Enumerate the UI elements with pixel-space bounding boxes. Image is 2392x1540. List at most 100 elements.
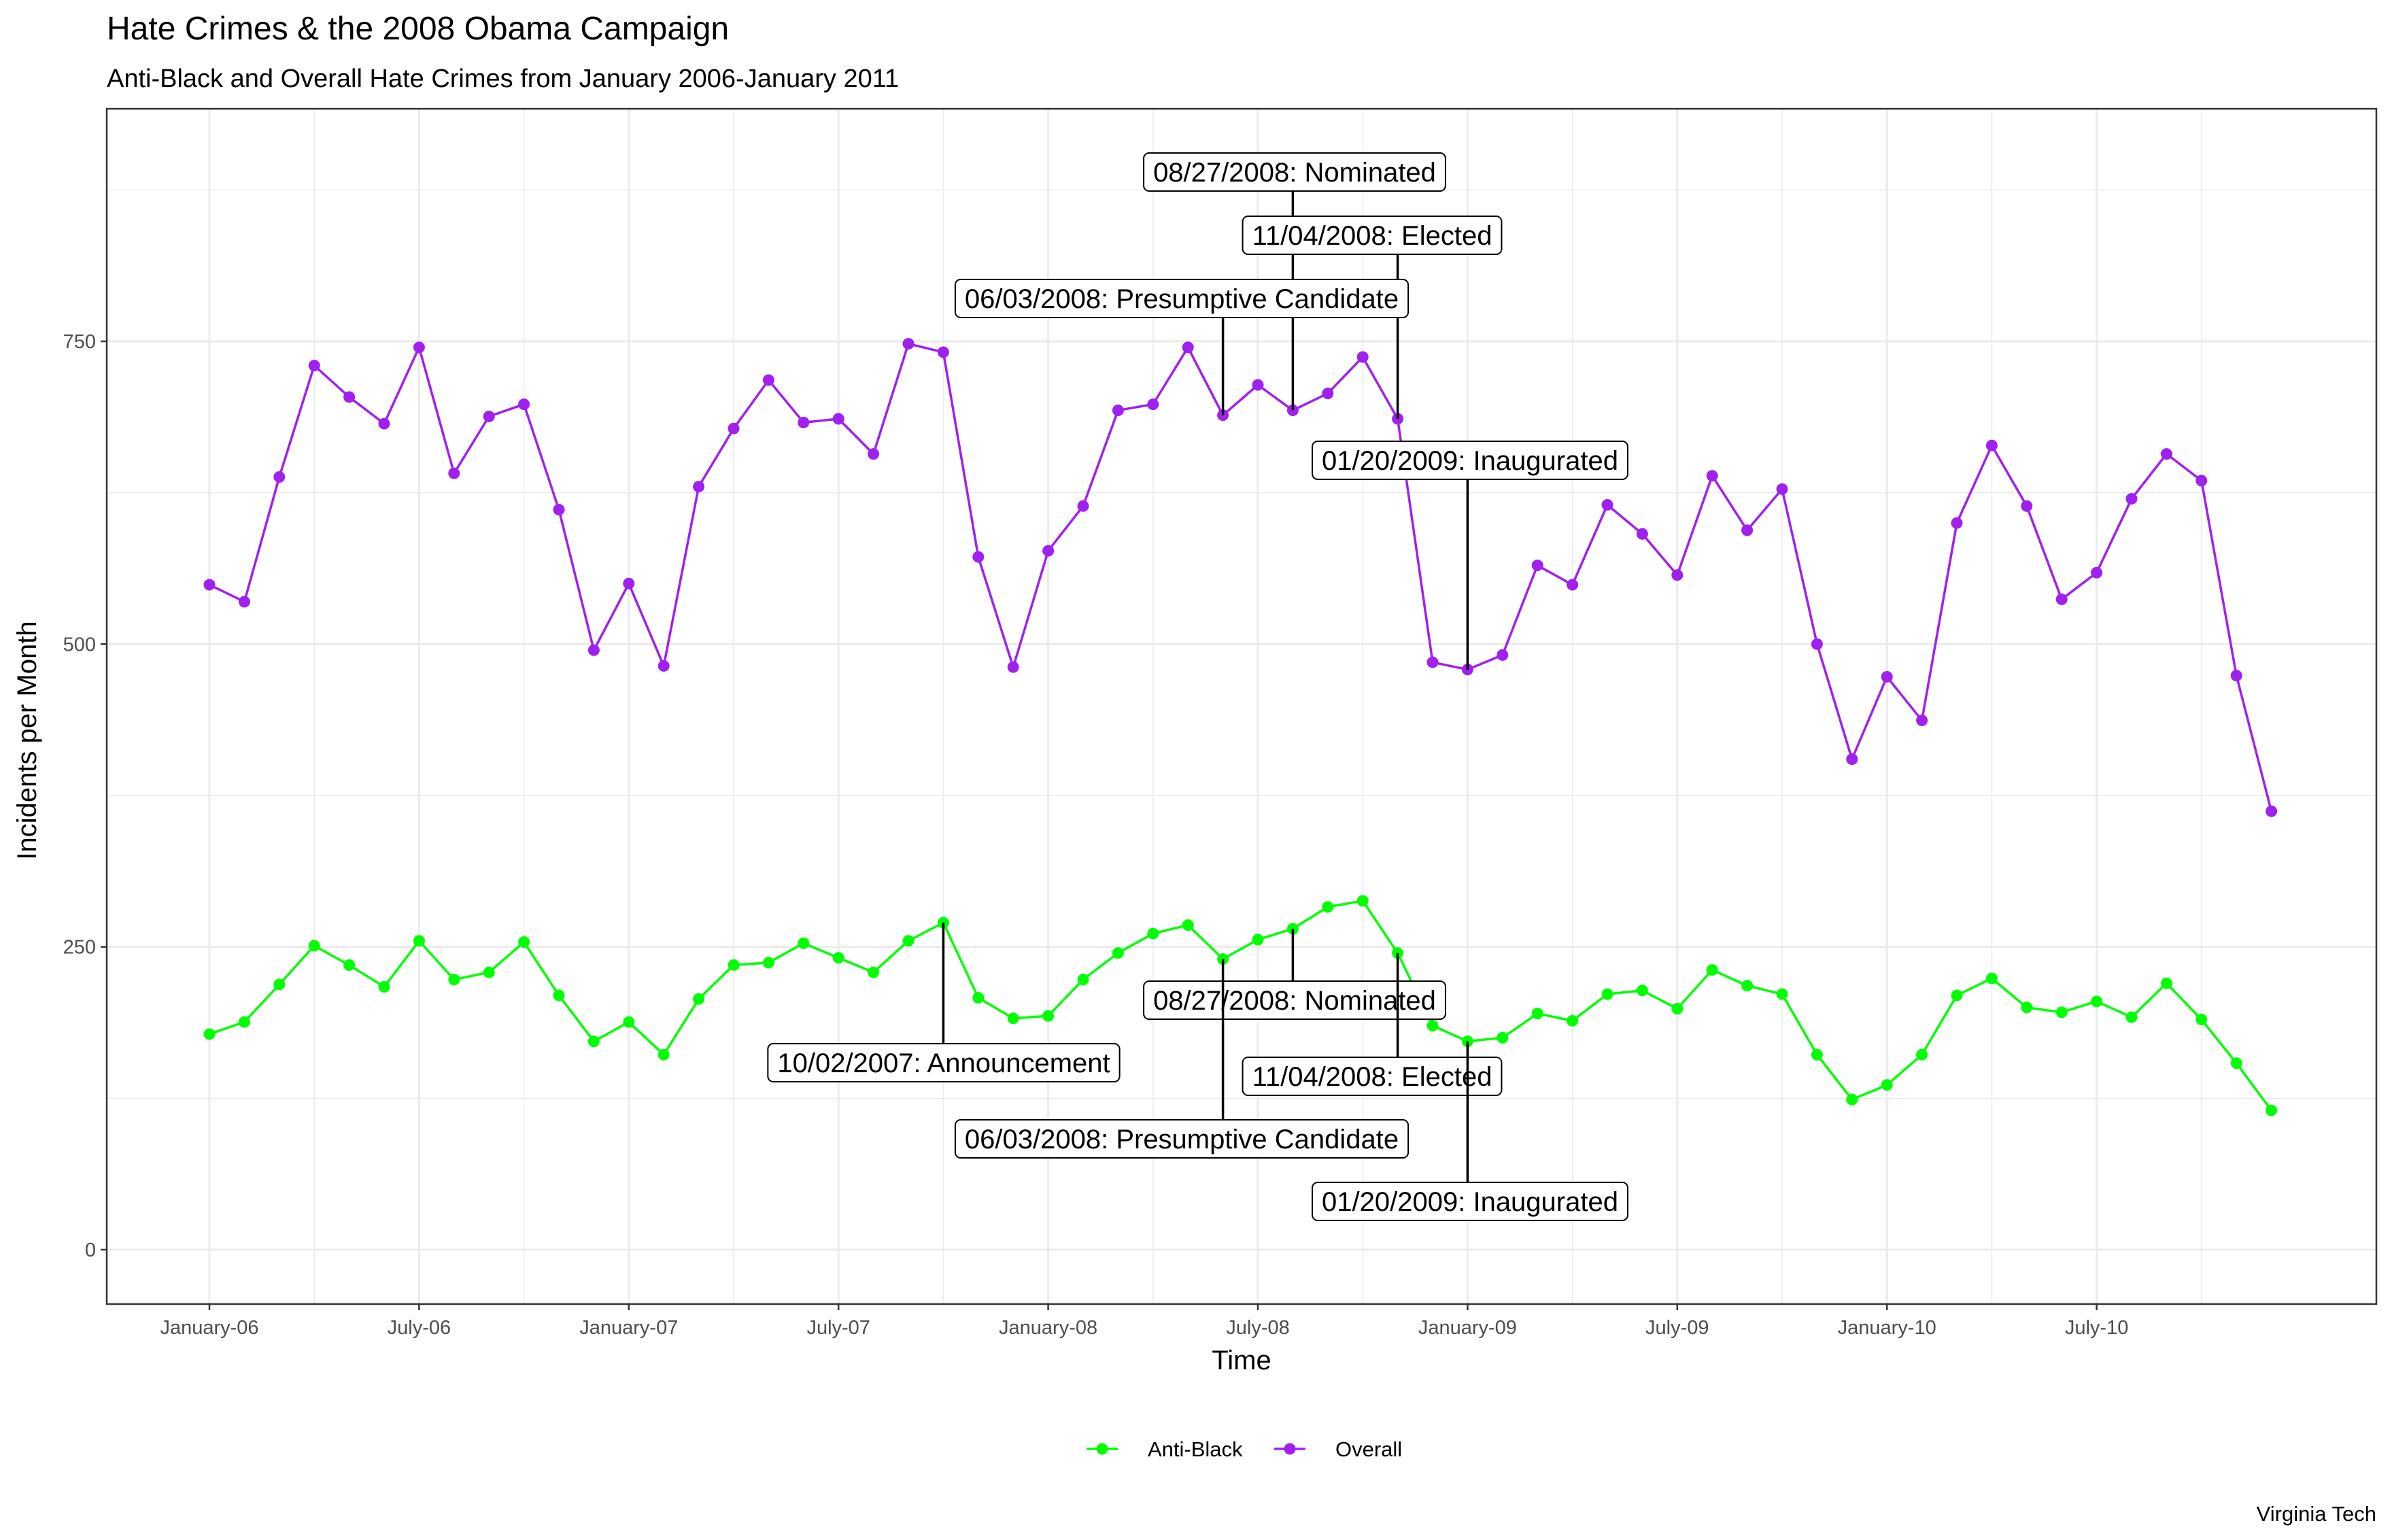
data-point-anti-black	[1007, 1012, 1019, 1025]
data-point-overall	[343, 391, 356, 403]
data-point-anti-black	[378, 980, 390, 993]
data-point-anti-black	[1601, 988, 1613, 1000]
x-axis: January-06 July-06 January-07 July-07 Januar…	[160, 1304, 2128, 1339]
legend-label: Overall	[1335, 1437, 1402, 1461]
data-point-anti-black	[623, 1016, 635, 1028]
data-point-overall	[483, 410, 495, 422]
data-point-anti-black	[657, 1048, 670, 1061]
data-point-anti-black	[308, 940, 320, 952]
data-point-anti-black	[1531, 1008, 1543, 1020]
data-point-anti-black	[2160, 977, 2172, 989]
data-point-overall	[2160, 448, 2172, 460]
data-point-overall	[1706, 470, 1718, 482]
y-axis: 0 250 500 750	[63, 331, 107, 1261]
data-point-anti-black	[1951, 989, 1963, 1002]
data-point-overall	[553, 504, 565, 516]
chart-subtitle: Anti-Black and Overall Hate Crimes from …	[107, 65, 899, 93]
data-point-anti-black	[1636, 985, 1648, 997]
data-point-overall	[413, 341, 425, 354]
data-point-anti-black	[762, 957, 774, 969]
data-point-overall	[2266, 805, 2278, 817]
x-tick-label: January-07	[579, 1317, 678, 1339]
x-tick-label: July-07	[806, 1317, 870, 1339]
data-point-overall	[1252, 379, 1264, 391]
annotation-box	[954, 1119, 1409, 1159]
data-point-overall	[378, 417, 390, 430]
data-point-overall	[1531, 560, 1543, 572]
data-point-overall	[657, 660, 670, 672]
data-point-overall	[1601, 498, 1613, 511]
data-point-anti-black	[1811, 1048, 1823, 1061]
annotation-label: 06/03/2008: Presumptive Candidate	[965, 1125, 1399, 1154]
annotation-box	[1143, 152, 1446, 192]
data-point-overall	[693, 481, 705, 493]
data-point-overall	[1182, 341, 1194, 354]
annotation-box	[767, 1043, 1121, 1082]
data-point-overall	[1042, 545, 1055, 557]
plot-border	[105, 107, 2378, 1305]
data-point-overall	[762, 374, 774, 386]
data-point-overall	[1881, 670, 1893, 683]
chart-title: Hate Crimes & the 2008 Obama Campaign	[107, 11, 729, 47]
data-point-anti-black	[2125, 1011, 2138, 1023]
data-point-anti-black	[832, 952, 844, 964]
data-point-overall	[1846, 753, 1858, 766]
x-tick-label: July-06	[388, 1317, 451, 1339]
data-point-anti-black	[2055, 1006, 2068, 1019]
data-point-anti-black	[1426, 1019, 1439, 1031]
annotation-label: 08/27/2008: Nominated	[1153, 986, 1436, 1016]
data-point-anti-black	[728, 959, 740, 971]
x-tick-label: January-09	[1418, 1317, 1517, 1339]
data-point-anti-black	[1846, 1093, 1858, 1106]
data-point-overall	[2195, 475, 2208, 487]
data-point-anti-black	[1916, 1048, 1928, 1061]
annotation: 01/20/2009: Inaugurated	[1312, 441, 1628, 670]
data-point-overall	[2021, 500, 2033, 512]
data-point-overall	[1567, 579, 1579, 591]
data-point-overall	[273, 471, 286, 483]
legend-label: Anti-Black	[1148, 1437, 1243, 1461]
data-point-anti-black	[553, 989, 565, 1002]
data-point-overall	[2125, 493, 2138, 505]
data-point-anti-black	[1671, 1003, 1684, 1015]
legend-item-overall: Overall	[1274, 1437, 1402, 1461]
data-point-overall	[1951, 517, 1963, 529]
series-line-anti-black	[209, 900, 2273, 1112]
data-point-anti-black	[1322, 901, 1334, 913]
data-point-anti-black	[1077, 974, 1089, 986]
series-layer	[203, 338, 2278, 1116]
data-point-overall	[1147, 398, 1159, 411]
annotation-label: 01/20/2009: Inaugurated	[1322, 1187, 1618, 1217]
data-point-overall	[1077, 500, 1089, 512]
x-tick-label: January-10	[1838, 1317, 1936, 1339]
data-point-anti-black	[693, 993, 705, 1005]
annotation: 08/27/2008: Nominated	[1143, 928, 1446, 1020]
data-point-anti-black	[2230, 1057, 2242, 1070]
data-point-overall	[902, 338, 915, 350]
data-point-anti-black	[483, 966, 495, 978]
data-point-overall	[623, 577, 635, 589]
annotation-label: 08/27/2008: Nominated	[1153, 158, 1436, 188]
data-point-overall	[448, 467, 460, 479]
annotation: 10/02/2007: Announcement	[767, 923, 1121, 1082]
data-point-anti-black	[1741, 980, 1754, 992]
data-point-overall	[1007, 661, 1019, 673]
data-point-anti-black	[1881, 1079, 1893, 1091]
data-point-overall	[2091, 566, 2103, 579]
annotation-box	[1242, 216, 1503, 255]
annotation: 11/04/2008: Elected	[1242, 953, 1503, 1096]
data-point-anti-black	[2021, 1002, 2033, 1014]
data-point-overall	[1741, 524, 1754, 536]
data-point-anti-black	[203, 1028, 216, 1040]
annotation: 08/27/2008: Nominated	[1143, 152, 1446, 411]
annotation: 01/20/2009: Inaugurated	[1312, 1041, 1628, 1221]
data-point-overall	[203, 579, 216, 591]
annotation-box	[1312, 1182, 1628, 1221]
legend-key-point	[1096, 1443, 1108, 1455]
data-point-anti-black	[273, 978, 286, 991]
data-point-anti-black	[448, 974, 460, 986]
data-point-overall	[832, 413, 844, 425]
data-point-overall	[2055, 593, 2068, 605]
data-point-anti-black	[1252, 934, 1264, 946]
data-point-overall	[868, 448, 880, 460]
